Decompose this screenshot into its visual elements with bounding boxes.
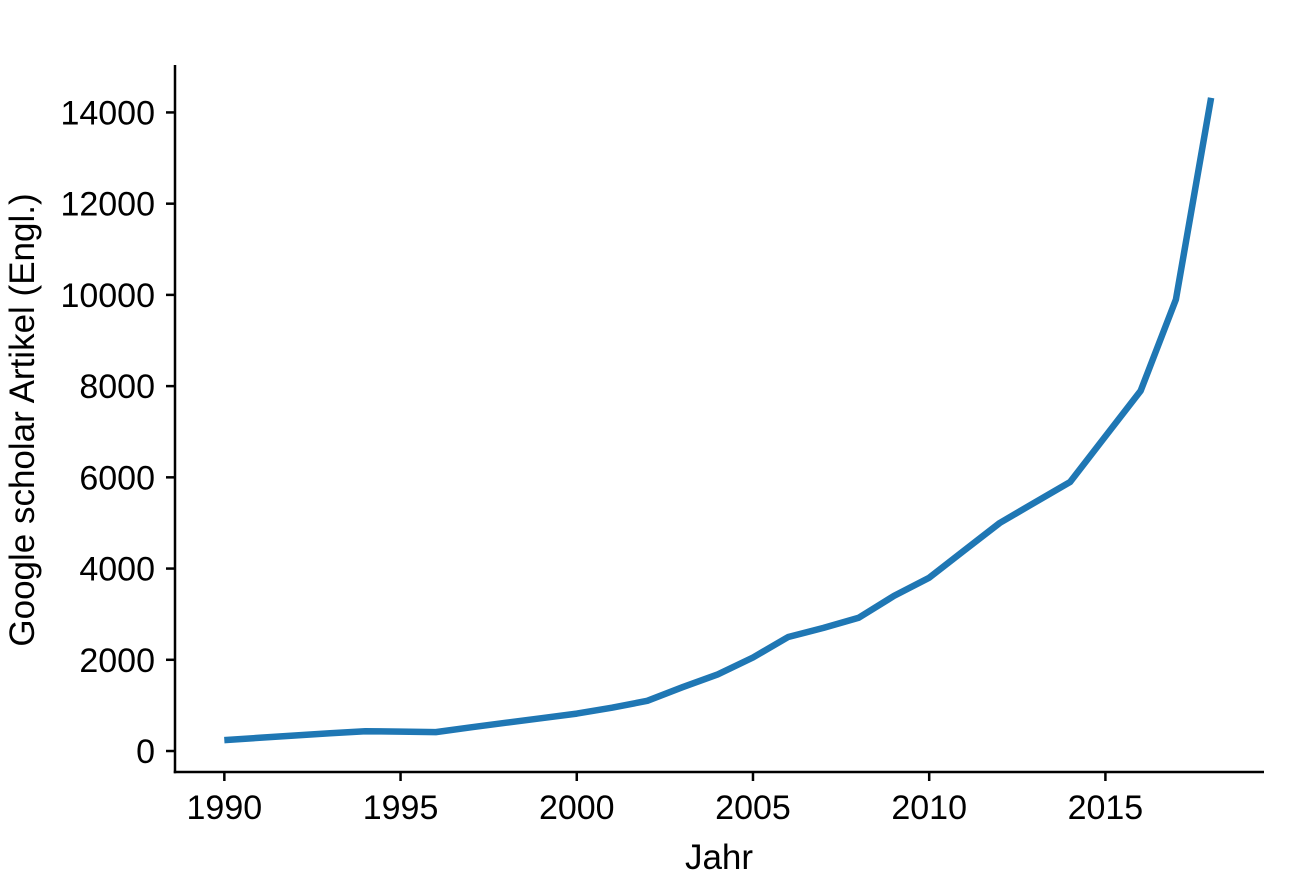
y-tick-label: 2000 xyxy=(79,642,155,680)
y-tick-label: 12000 xyxy=(60,186,155,224)
y-tick-label: 4000 xyxy=(79,551,155,589)
y-tick-label: 14000 xyxy=(60,94,155,132)
x-tick-label: 2005 xyxy=(715,789,791,827)
x-tick-label: 1995 xyxy=(363,789,439,827)
data-line xyxy=(224,97,1215,744)
y-tick-label: 6000 xyxy=(79,459,155,497)
axes-layer: 1990 1995 2000 2005 2010 2015 0 2000 4000 6000 800… xyxy=(60,65,1264,827)
x-tick-label: 2010 xyxy=(891,789,967,827)
plot-layer xyxy=(224,97,1215,744)
x-tick-label: 1990 xyxy=(187,789,263,827)
y-tick-label: 8000 xyxy=(79,368,155,406)
y-tick-label: 0 xyxy=(136,733,155,771)
y-axis-label: Google scholar Artikel (Engl.) xyxy=(3,193,42,646)
x-tick-label: 2015 xyxy=(1068,789,1144,827)
y-tick-label: 10000 xyxy=(60,277,155,315)
x-axis-label: Jahr xyxy=(685,838,753,877)
x-tick-label: 2000 xyxy=(539,789,615,827)
